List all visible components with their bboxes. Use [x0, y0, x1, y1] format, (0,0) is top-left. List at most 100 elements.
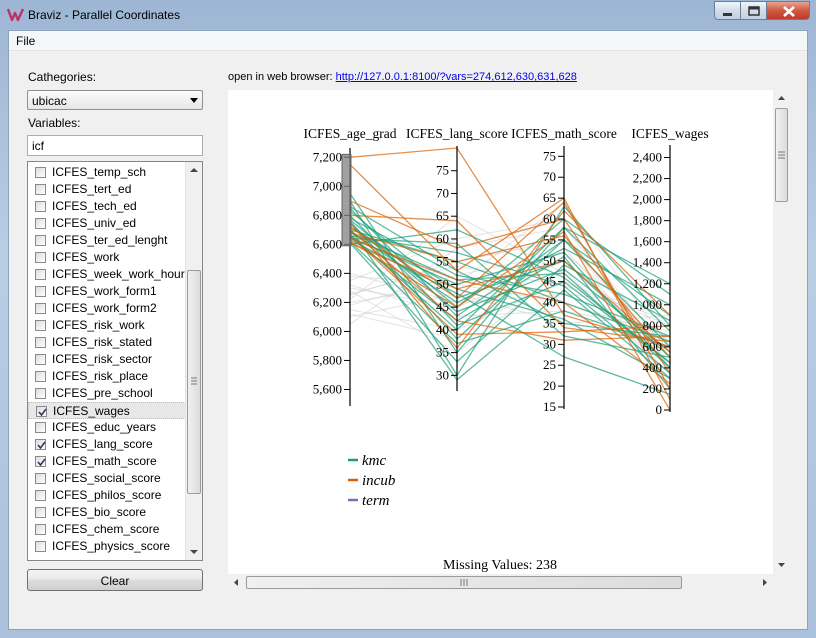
- data-line[interactable]: [349, 218, 671, 309]
- clear-button[interactable]: Clear: [27, 569, 203, 591]
- variables-list-scroll-thumb[interactable]: [187, 270, 201, 494]
- axis-brush[interactable]: [341, 153, 352, 247]
- variable-checkbox[interactable]: [35, 218, 46, 229]
- variable-item[interactable]: ICFES_social_score: [28, 470, 186, 487]
- variable-checkbox[interactable]: [35, 473, 46, 484]
- menu-file[interactable]: File: [16, 34, 36, 48]
- variable-checkbox[interactable]: [35, 320, 46, 331]
- variable-label: ICFES_work_form1: [52, 284, 157, 298]
- data-line[interactable]: [349, 237, 671, 359]
- up-arrow-icon: [778, 96, 785, 100]
- variables-search-input[interactable]: icf: [27, 135, 203, 156]
- checkmark-icon: [37, 458, 46, 467]
- axis: 15 20 25 30 35 40 45 50 55 60 65 70 75 ICFES_math_sco…: [511, 126, 617, 414]
- variable-item[interactable]: ICFES_tert_ed: [28, 181, 186, 198]
- parallel-coordinates-view[interactable]: 5,600 5,800 6,000 6,200 6,400 6,600 6,800 7,000…: [228, 90, 773, 578]
- tick-label: 45: [543, 274, 556, 289]
- variable-item[interactable]: ICFES_work_form2: [28, 300, 186, 317]
- variable-item[interactable]: ICFES_math_score: [28, 453, 186, 470]
- variable-item[interactable]: ICFES_risk_stated: [28, 334, 186, 351]
- view-horizontal-scroll-thumb[interactable]: [246, 576, 682, 589]
- variable-checkbox[interactable]: [35, 541, 46, 552]
- variable-item[interactable]: ICFES_risk_place: [28, 368, 186, 385]
- variables-list-scrollbar[interactable]: [185, 162, 202, 560]
- variable-item[interactable]: ICFES_educ_years: [28, 419, 186, 436]
- variable-item[interactable]: ICFES_univ_ed: [28, 215, 186, 232]
- checkmark-icon: [37, 441, 46, 450]
- variable-item[interactable]: ICFES_chem_score: [28, 521, 186, 538]
- tick-label: 60: [436, 231, 449, 246]
- variable-checkbox[interactable]: [35, 184, 46, 195]
- scroll-down-button[interactable]: [186, 543, 202, 560]
- left-arrow-icon[interactable]: [228, 574, 245, 591]
- data-line[interactable]: [349, 230, 671, 411]
- tick-label: 35: [436, 345, 449, 360]
- close-button[interactable]: [766, 1, 810, 20]
- data-line[interactable]: [349, 235, 671, 336]
- variable-checkbox[interactable]: [35, 439, 46, 450]
- variable-checkbox[interactable]: [35, 303, 46, 314]
- variable-checkbox[interactable]: [35, 371, 46, 382]
- variable-item[interactable]: ICFES_pre_school: [28, 385, 186, 402]
- tick-label: 1,400: [633, 255, 662, 270]
- variable-checkbox[interactable]: [35, 235, 46, 246]
- variable-checkbox[interactable]: [35, 524, 46, 535]
- data-line[interactable]: [349, 236, 671, 369]
- missing-values-label: Missing Values: 238: [443, 558, 557, 573]
- data-line[interactable]: [349, 214, 671, 343]
- variable-checkbox[interactable]: [35, 388, 46, 399]
- categories-dropdown[interactable]: ubicac: [27, 90, 203, 110]
- variable-item[interactable]: ICFES_work: [28, 249, 186, 266]
- variable-checkbox[interactable]: [35, 507, 46, 518]
- variable-item[interactable]: ICFES_lang_score: [28, 436, 186, 453]
- variable-item[interactable]: ICFES_wages: [28, 402, 186, 419]
- scroll-up-button[interactable]: [186, 162, 202, 179]
- variable-item[interactable]: ICFES_bio_score: [28, 504, 186, 521]
- variable-item[interactable]: ICFES_risk_work: [28, 317, 186, 334]
- variable-checkbox[interactable]: [35, 201, 46, 212]
- variable-item[interactable]: ICFES_temp_sch: [28, 164, 186, 181]
- data-line[interactable]: [349, 226, 671, 379]
- data-line[interactable]: [349, 239, 671, 395]
- minimize-button[interactable]: [714, 1, 740, 20]
- variable-checkbox[interactable]: [35, 456, 46, 467]
- data-line[interactable]: [349, 232, 671, 358]
- web-browser-link[interactable]: http://127.0.0.1:8100/?vars=274,612,630,…: [335, 71, 577, 83]
- tick-label: 30: [436, 367, 449, 382]
- tick-label: 800: [643, 318, 663, 333]
- variable-item[interactable]: ICFES_week_work_hour: [28, 266, 186, 283]
- variable-item[interactable]: ICFES_tech_ed: [28, 198, 186, 215]
- variable-item[interactable]: ICFES_work_form1: [28, 283, 186, 300]
- variable-checkbox[interactable]: [36, 406, 47, 417]
- variable-checkbox[interactable]: [35, 167, 46, 178]
- data-line[interactable]: [349, 242, 671, 353]
- view-vertical-scroll-thumb[interactable]: [775, 108, 788, 202]
- variable-item[interactable]: ICFES_ter_ed_lenght: [28, 232, 186, 249]
- view-scroll-up-button[interactable]: [773, 90, 789, 107]
- title-bar[interactable]: Braviz - Parallel Coordinates: [0, 0, 816, 30]
- variable-checkbox[interactable]: [35, 286, 46, 297]
- view-vertical-scrollbar[interactable]: [773, 90, 790, 578]
- data-line[interactable]: [349, 242, 671, 363]
- categories-label: Cathegories:: [28, 70, 97, 84]
- data-line[interactable]: [349, 237, 671, 385]
- variable-item[interactable]: ICFES_philos_score: [28, 487, 186, 504]
- variable-checkbox[interactable]: [35, 354, 46, 365]
- data-line[interactable]: [349, 236, 671, 390]
- data-line[interactable]: [349, 206, 671, 338]
- data-line[interactable]: [349, 229, 671, 341]
- variable-checkbox[interactable]: [35, 337, 46, 348]
- variable-checkbox[interactable]: [35, 422, 46, 433]
- view-scroll-down-button[interactable]: [773, 556, 789, 573]
- parallel-coordinates-chart[interactable]: 5,600 5,800 6,000 6,200 6,400 6,600 6,800 7,000…: [228, 90, 773, 578]
- right-arrow-icon[interactable]: [756, 574, 773, 591]
- data-line[interactable]: [349, 147, 671, 348]
- variables-list[interactable]: ICFES_temp_sch ICFES_tert_ed ICFES_tech_ed…: [27, 161, 203, 561]
- variable-checkbox[interactable]: [35, 269, 46, 280]
- variable-checkbox[interactable]: [35, 490, 46, 501]
- view-horizontal-scrollbar[interactable]: [228, 574, 773, 591]
- variable-checkbox[interactable]: [35, 252, 46, 263]
- variable-item[interactable]: ICFES_physics_score: [28, 538, 186, 555]
- variable-item[interactable]: ICFES_risk_sector: [28, 351, 186, 368]
- maximize-button[interactable]: [740, 1, 766, 20]
